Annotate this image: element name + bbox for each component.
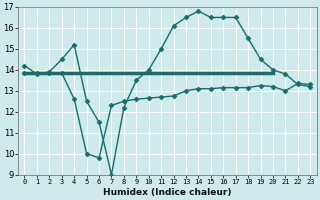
X-axis label: Humidex (Indice chaleur): Humidex (Indice chaleur) (103, 188, 232, 197)
